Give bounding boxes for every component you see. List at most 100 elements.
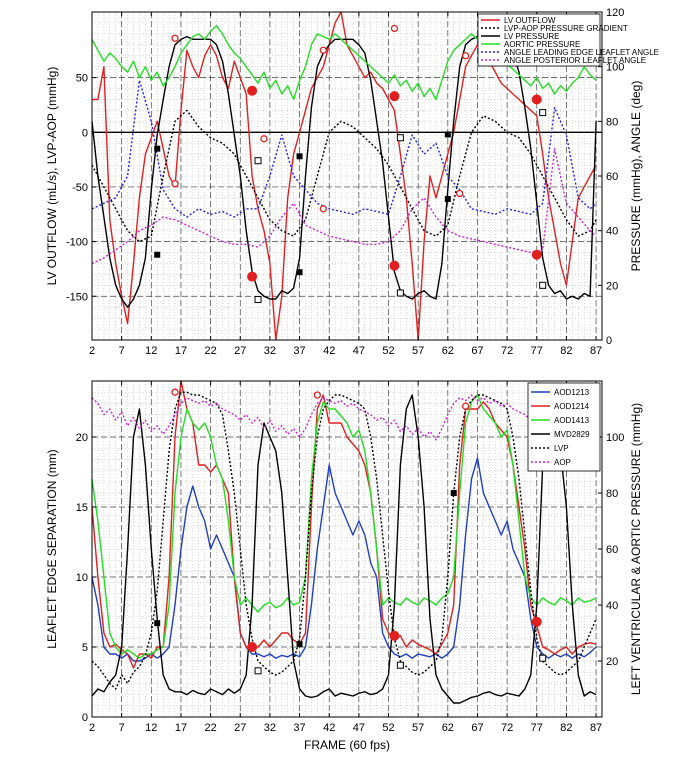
marker-filled-square — [450, 490, 457, 496]
y-left-tick-label: -100 — [66, 237, 88, 249]
y-left-tick-label: 15 — [76, 502, 88, 514]
x-tick-label: 37 — [293, 722, 305, 734]
x-tick-label: 12 — [145, 722, 157, 734]
y-right-tick-label: 120 — [606, 7, 624, 19]
marker-filled-circle — [531, 616, 542, 627]
major-grid — [91, 12, 602, 340]
x-tick-label: 82 — [560, 345, 572, 357]
marker-open-square — [539, 109, 547, 117]
y-right-tick-label: 20 — [606, 280, 618, 292]
y-left-axis-label: LV OUTFLOW (mL/s), LVP-AOP (mmHg) — [45, 67, 59, 286]
legend-box — [477, 13, 601, 67]
series-line-lvp-aop-pressure-gradient — [91, 109, 597, 243]
x-tick-label: 77 — [531, 345, 543, 357]
y-left-tick-label: -150 — [66, 291, 88, 303]
marker-filled-circle — [389, 260, 400, 271]
marker-open-circle — [456, 189, 464, 198]
x-tick-label: 62 — [442, 722, 454, 734]
y-left-tick-label: 0 — [82, 127, 88, 139]
legend-label-lvp-aop-pressure-gradient: LVP-AOP PRESSURE GRADIENT — [504, 24, 628, 33]
marker-filled-square — [296, 641, 303, 648]
marker-open-circle — [319, 46, 327, 54]
marker-filled-circle — [247, 271, 258, 282]
x-tick-label: 12 — [145, 345, 157, 357]
top-panel: 2 7 12 17 22 27 32 37 42 47 52 57 62 67 72 77 82 87-150-1… — [45, 7, 659, 357]
marker-filled-square — [154, 251, 161, 258]
marker-filled-square — [296, 153, 303, 160]
y-right-tick-label: 60 — [606, 171, 618, 183]
x-axis-label: FRAME (60 fps) — [304, 738, 390, 752]
marker-filled-circle — [389, 630, 400, 641]
x-tick-label: 52 — [382, 722, 394, 734]
x-tick-label: 67 — [471, 345, 483, 357]
x-tick-label: 52 — [382, 345, 394, 357]
legend-label-aod1214: AOD1214 — [554, 402, 590, 411]
x-tick-label: 47 — [353, 722, 365, 734]
legend: AOD1213 AOD1214 AOD1413 MVD2829 LVP AOP — [527, 382, 601, 472]
marker-open-circle — [171, 34, 179, 42]
marker-open-square — [254, 296, 262, 304]
x-tick-label: 22 — [204, 722, 216, 734]
series-line-aortic-pressure — [91, 25, 597, 101]
marker-open-square — [396, 289, 404, 297]
x-tick-label: 72 — [501, 345, 513, 357]
bottom-panel: 2 7 12 17 22 27 32 37 42 47 52 57 62 67 72 77 82 87051015… — [45, 380, 643, 752]
marker-open-circle — [171, 388, 179, 396]
x-tick-label: 37 — [293, 345, 305, 357]
x-tick-label: 87 — [590, 345, 602, 357]
marker-open-square — [539, 281, 547, 289]
legend-label-aod1213: AOD1213 — [554, 388, 590, 397]
legend-label-aod1413: AOD1413 — [554, 416, 590, 425]
x-tick-label: 27 — [234, 722, 246, 734]
marker-open-circle — [461, 52, 470, 60]
y-left-tick-label: 50 — [76, 73, 88, 85]
marker-open-square — [254, 157, 262, 165]
marker-filled-square — [444, 131, 451, 138]
series-line-angle-posterior-leaflet-angle — [91, 147, 597, 265]
x-tick-label: 42 — [323, 722, 335, 734]
y-right-tick-label: 80 — [606, 116, 618, 128]
y-left-tick-label: 10 — [76, 572, 88, 584]
marker-open-circle — [313, 391, 321, 399]
marker-open-circle — [319, 205, 327, 213]
y-right-tick-label: 60 — [606, 544, 618, 556]
series-line-mvd2829 — [91, 394, 597, 704]
marker-open-square — [539, 654, 547, 662]
x-tick-label: 32 — [264, 345, 276, 357]
marker-filled-circle — [247, 85, 258, 96]
y-left-tick-label: 0 — [82, 712, 88, 724]
series-line-lv-outflow — [92, 11, 597, 341]
x-tick-label: 57 — [412, 345, 424, 357]
x-tick-label: 22 — [204, 345, 216, 357]
series-line-lvp — [91, 391, 597, 690]
legend-label-angle-leading-edge-leaflet-angle: ANGLE LEADING EDGE LEAFLET ANGLE — [504, 48, 659, 57]
y-left-tick-label: -50 — [72, 182, 88, 194]
marker-open-circle — [461, 402, 470, 410]
x-tick-label: 2 — [89, 345, 95, 357]
y-left-tick-label: 20 — [76, 432, 88, 444]
y-right-tick-label: 20 — [606, 656, 618, 668]
marker-filled-square — [296, 269, 303, 276]
marker-filled-square — [154, 620, 161, 627]
marker-open-circle — [171, 180, 179, 188]
x-tick-label: 42 — [323, 345, 335, 357]
series-line-aod1413 — [91, 394, 597, 659]
marker-filled-circle — [389, 91, 400, 102]
marker-open-circle — [390, 24, 399, 33]
legend-label-lv-outflow: LV OUTFLOW — [504, 16, 556, 25]
x-tick-label: 17 — [175, 345, 187, 357]
marker-filled-circle — [247, 642, 258, 652]
x-tick-label: 17 — [175, 722, 187, 734]
x-tick-label: 32 — [264, 722, 276, 734]
marker-open-circle — [260, 135, 268, 143]
x-tick-label: 87 — [590, 722, 602, 734]
y-right-axis-label: LEFT VENTRICULAR & AORTIC PRESSURE (mmHg… — [629, 403, 643, 695]
y-right-tick-label: 0 — [606, 335, 612, 347]
marker-filled-circle — [531, 249, 542, 260]
x-tick-label: 77 — [531, 722, 543, 734]
legend-label-aortic-pressure: AORTIC PRESSURE — [504, 40, 580, 49]
legend-label-lv-pressure: LV PRESSURE — [504, 32, 559, 41]
series-line-aop — [91, 394, 597, 441]
